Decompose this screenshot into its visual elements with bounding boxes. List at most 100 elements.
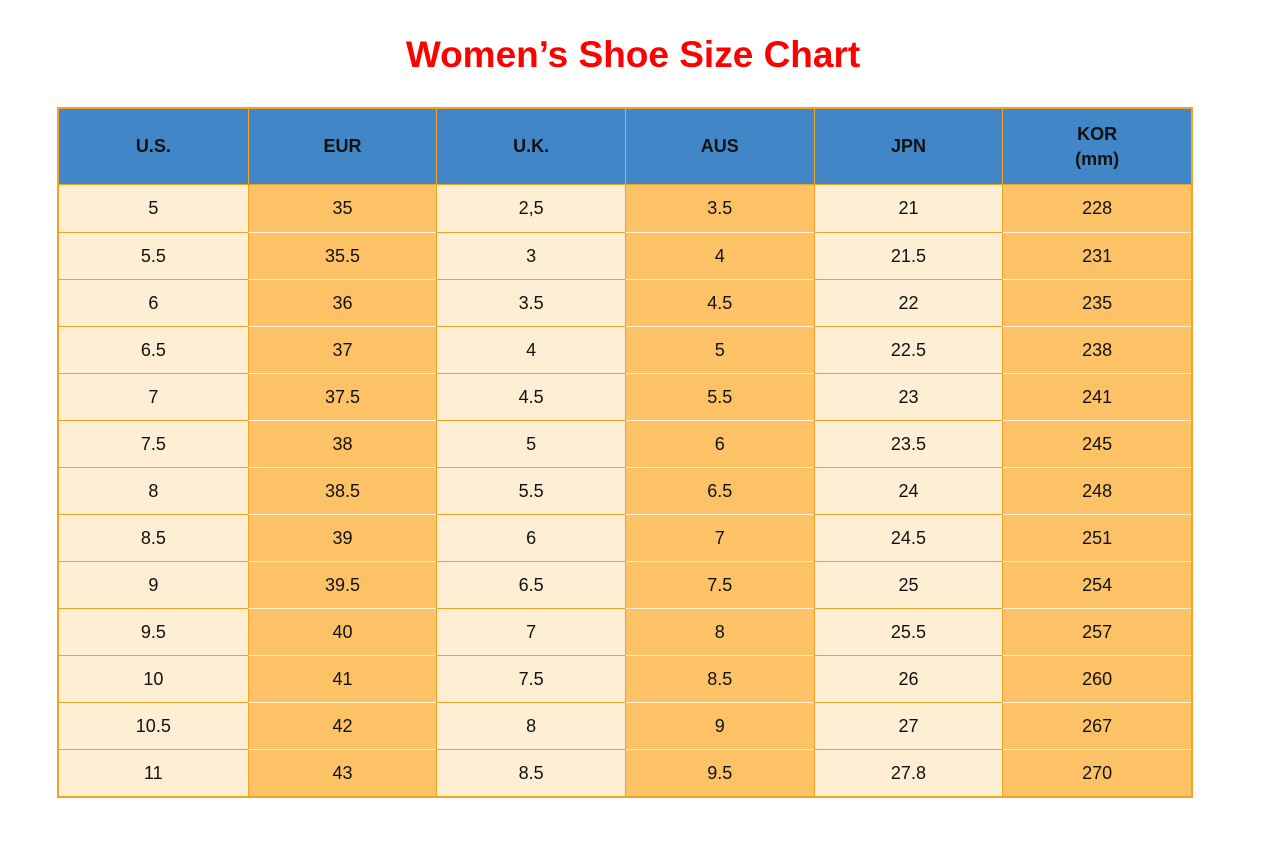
table-cell-eur: 35.5 — [247, 232, 437, 279]
table-cell-kor: 257 — [1002, 608, 1191, 655]
table-cell-us: 6 — [59, 279, 248, 326]
table-cell-jpn: 22.5 — [813, 326, 1003, 373]
table-cell-eur: 40 — [247, 608, 437, 655]
column-header-jpn: JPN — [813, 109, 1003, 185]
table-cell-uk: 6 — [436, 514, 625, 561]
table-cell-uk: 8.5 — [436, 749, 625, 796]
table-cell-eur: 43 — [247, 749, 437, 796]
table-row: 7.5 38 5 6 23.5 245 — [59, 420, 1191, 467]
table-cell-us: 7 — [59, 373, 248, 420]
table-cell-aus: 7 — [624, 514, 814, 561]
table-cell-jpn: 27 — [813, 702, 1003, 749]
table-cell-jpn: 21 — [813, 185, 1003, 232]
table-row: 5.5 35.5 3 4 21.5 231 — [59, 232, 1191, 279]
table-cell-us: 5.5 — [59, 232, 248, 279]
table-cell-aus: 5.5 — [624, 373, 814, 420]
header-row: U.S. EUR U.K. AUS JPN KOR (mm) — [59, 109, 1191, 185]
table-cell-jpn: 25.5 — [813, 608, 1003, 655]
table-row: 10.5 42 8 9 27 267 — [59, 702, 1191, 749]
table-cell-uk: 4 — [436, 326, 625, 373]
table-cell-jpn: 25 — [813, 561, 1003, 608]
table-cell-us: 7.5 — [59, 420, 248, 467]
table-cell-kor: 238 — [1002, 326, 1191, 373]
table-cell-uk: 7 — [436, 608, 625, 655]
table-cell-uk: 5.5 — [436, 467, 625, 514]
table-cell-aus: 4 — [624, 232, 814, 279]
table-cell-jpn: 24 — [813, 467, 1003, 514]
table-row: 8.5 39 6 7 24.5 251 — [59, 514, 1191, 561]
table-cell-us: 8.5 — [59, 514, 248, 561]
table-row: 6 36 3.5 4.5 22 235 — [59, 279, 1191, 326]
table-cell-aus: 5 — [624, 326, 814, 373]
table-cell-uk: 5 — [436, 420, 625, 467]
table-cell-uk: 8 — [436, 702, 625, 749]
table-cell-kor: 241 — [1002, 373, 1191, 420]
table-row: 11 43 8.5 9.5 27.8 270 — [59, 749, 1191, 796]
table-cell-jpn: 27.8 — [813, 749, 1003, 796]
column-header-aus: AUS — [624, 109, 814, 185]
table-cell-us: 10 — [59, 655, 248, 702]
table-cell-aus: 3.5 — [624, 185, 814, 232]
table-cell-kor: 248 — [1002, 467, 1191, 514]
table-cell-kor: 270 — [1002, 749, 1191, 796]
table-cell-uk: 4.5 — [436, 373, 625, 420]
table-cell-us: 5 — [59, 185, 248, 232]
table-row: 8 38.5 5.5 6.5 24 248 — [59, 467, 1191, 514]
table-cell-jpn: 22 — [813, 279, 1003, 326]
table-cell-us: 9.5 — [59, 608, 248, 655]
table-cell-eur: 39 — [247, 514, 437, 561]
table-cell-kor: 251 — [1002, 514, 1191, 561]
column-header-uk: U.K. — [436, 109, 625, 185]
table-cell-eur: 35 — [247, 185, 437, 232]
table-cell-kor: 254 — [1002, 561, 1191, 608]
table-cell-uk: 7.5 — [436, 655, 625, 702]
table-cell-us: 11 — [59, 749, 248, 796]
table-header: U.S. EUR U.K. AUS JPN KOR (mm) — [59, 109, 1191, 185]
table-cell-kor: 260 — [1002, 655, 1191, 702]
table-row: 9 39.5 6.5 7.5 25 254 — [59, 561, 1191, 608]
table-cell-aus: 6 — [624, 420, 814, 467]
table-cell-uk: 2,5 — [436, 185, 625, 232]
table-cell-us: 10.5 — [59, 702, 248, 749]
table-cell-jpn: 21.5 — [813, 232, 1003, 279]
table-cell-eur: 41 — [247, 655, 437, 702]
table-cell-uk: 6.5 — [436, 561, 625, 608]
table-cell-jpn: 26 — [813, 655, 1003, 702]
table-cell-uk: 3.5 — [436, 279, 625, 326]
table-cell-aus: 8.5 — [624, 655, 814, 702]
page-title: Women’s Shoe Size Chart — [405, 34, 861, 75]
table-cell-kor: 245 — [1002, 420, 1191, 467]
table-cell-aus: 9.5 — [624, 749, 814, 796]
table-cell-jpn: 23 — [813, 373, 1003, 420]
table-cell-eur: 38 — [247, 420, 437, 467]
column-header-us: U.S. — [59, 109, 248, 185]
table-row: 9.5 40 7 8 25.5 257 — [59, 608, 1191, 655]
column-header-eur: EUR — [247, 109, 437, 185]
table-cell-aus: 4.5 — [624, 279, 814, 326]
table-cell-jpn: 24.5 — [813, 514, 1003, 561]
table-cell-eur: 36 — [247, 279, 437, 326]
table-cell-us: 8 — [59, 467, 248, 514]
table-cell-kor: 231 — [1002, 232, 1191, 279]
table-cell-eur: 39.5 — [247, 561, 437, 608]
table-body: 5 35 2,5 3.5 21 228 5.5 35.5 3 4 21.5 231 6 36 3.5 4.5 2… — [59, 185, 1191, 796]
table-row: 7 37.5 4.5 5.5 23 241 — [59, 373, 1191, 420]
table-cell-us: 6.5 — [59, 326, 248, 373]
table-cell-kor: 235 — [1002, 279, 1191, 326]
table-row: 10 41 7.5 8.5 26 260 — [59, 655, 1191, 702]
table-cell-aus: 7.5 — [624, 561, 814, 608]
table-cell-jpn: 23.5 — [813, 420, 1003, 467]
table-row: 5 35 2,5 3.5 21 228 — [59, 185, 1191, 232]
shoe-size-table: U.S. EUR U.K. AUS JPN KOR (mm) 5 35 2,5 3.5 21 228 5… — [57, 107, 1193, 798]
table-cell-eur: 42 — [247, 702, 437, 749]
table-cell-kor: 267 — [1002, 702, 1191, 749]
table-cell-aus: 9 — [624, 702, 814, 749]
table-cell-kor: 228 — [1002, 185, 1191, 232]
table-cell-eur: 37.5 — [247, 373, 437, 420]
table-cell-uk: 3 — [436, 232, 625, 279]
table-cell-eur: 37 — [247, 326, 437, 373]
table-cell-us: 9 — [59, 561, 248, 608]
table-row: 6.5 37 4 5 22.5 238 — [59, 326, 1191, 373]
column-header-kor: KOR (mm) — [1002, 109, 1191, 185]
